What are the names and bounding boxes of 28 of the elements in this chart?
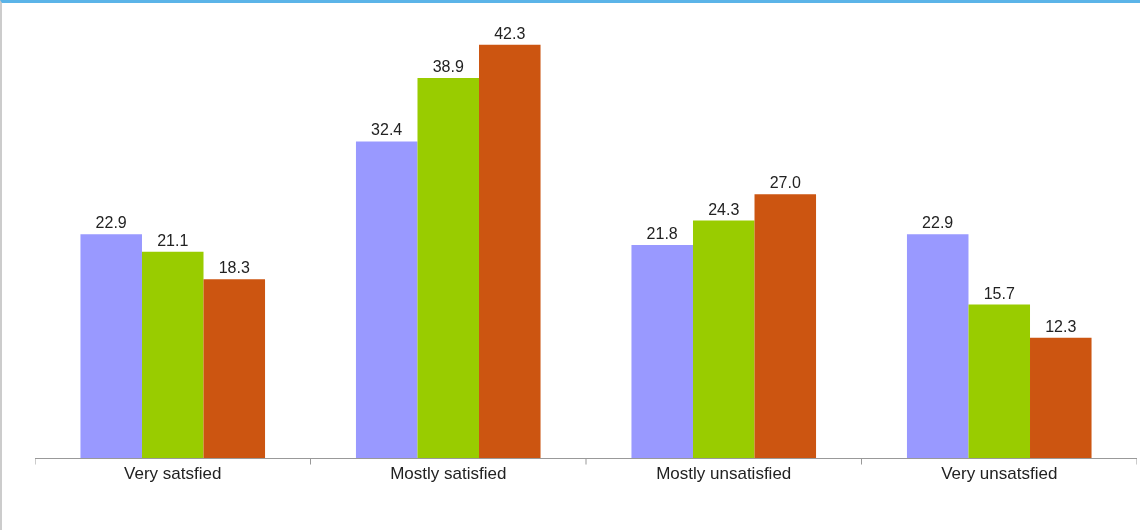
data-label: 22.9: [922, 214, 954, 232]
bar: [1030, 337, 1092, 458]
data-label: 38.9: [432, 57, 464, 75]
data-label: 21.1: [157, 231, 189, 249]
bar: [906, 234, 969, 458]
x-tick-label: Mostly satisfied: [390, 464, 507, 484]
data-label: 32.4: [371, 121, 403, 139]
data-label: 22.9: [95, 214, 127, 232]
x-tick-label: Mostly unsatisfied: [656, 464, 792, 484]
bar: [968, 304, 1031, 458]
bar: [631, 245, 693, 458]
bar: [355, 141, 418, 458]
x-tick-label: Very satsfied: [124, 464, 222, 484]
data-label: 12.3: [1045, 317, 1077, 335]
data-label: 27.0: [769, 174, 801, 192]
x-tick-label: Very unsatsfied: [941, 464, 1058, 484]
bar: [754, 194, 817, 458]
data-label: 21.8: [646, 225, 678, 243]
bar: [417, 77, 480, 458]
data-label: 24.3: [708, 200, 740, 218]
bar: [80, 234, 142, 458]
data-label: 18.3: [218, 259, 250, 277]
data-label: 42.3: [494, 24, 526, 42]
bar: [479, 44, 541, 458]
bar: [692, 220, 755, 458]
data-label: 15.7: [983, 284, 1015, 302]
bar: [141, 251, 204, 458]
bar: [203, 279, 266, 458]
